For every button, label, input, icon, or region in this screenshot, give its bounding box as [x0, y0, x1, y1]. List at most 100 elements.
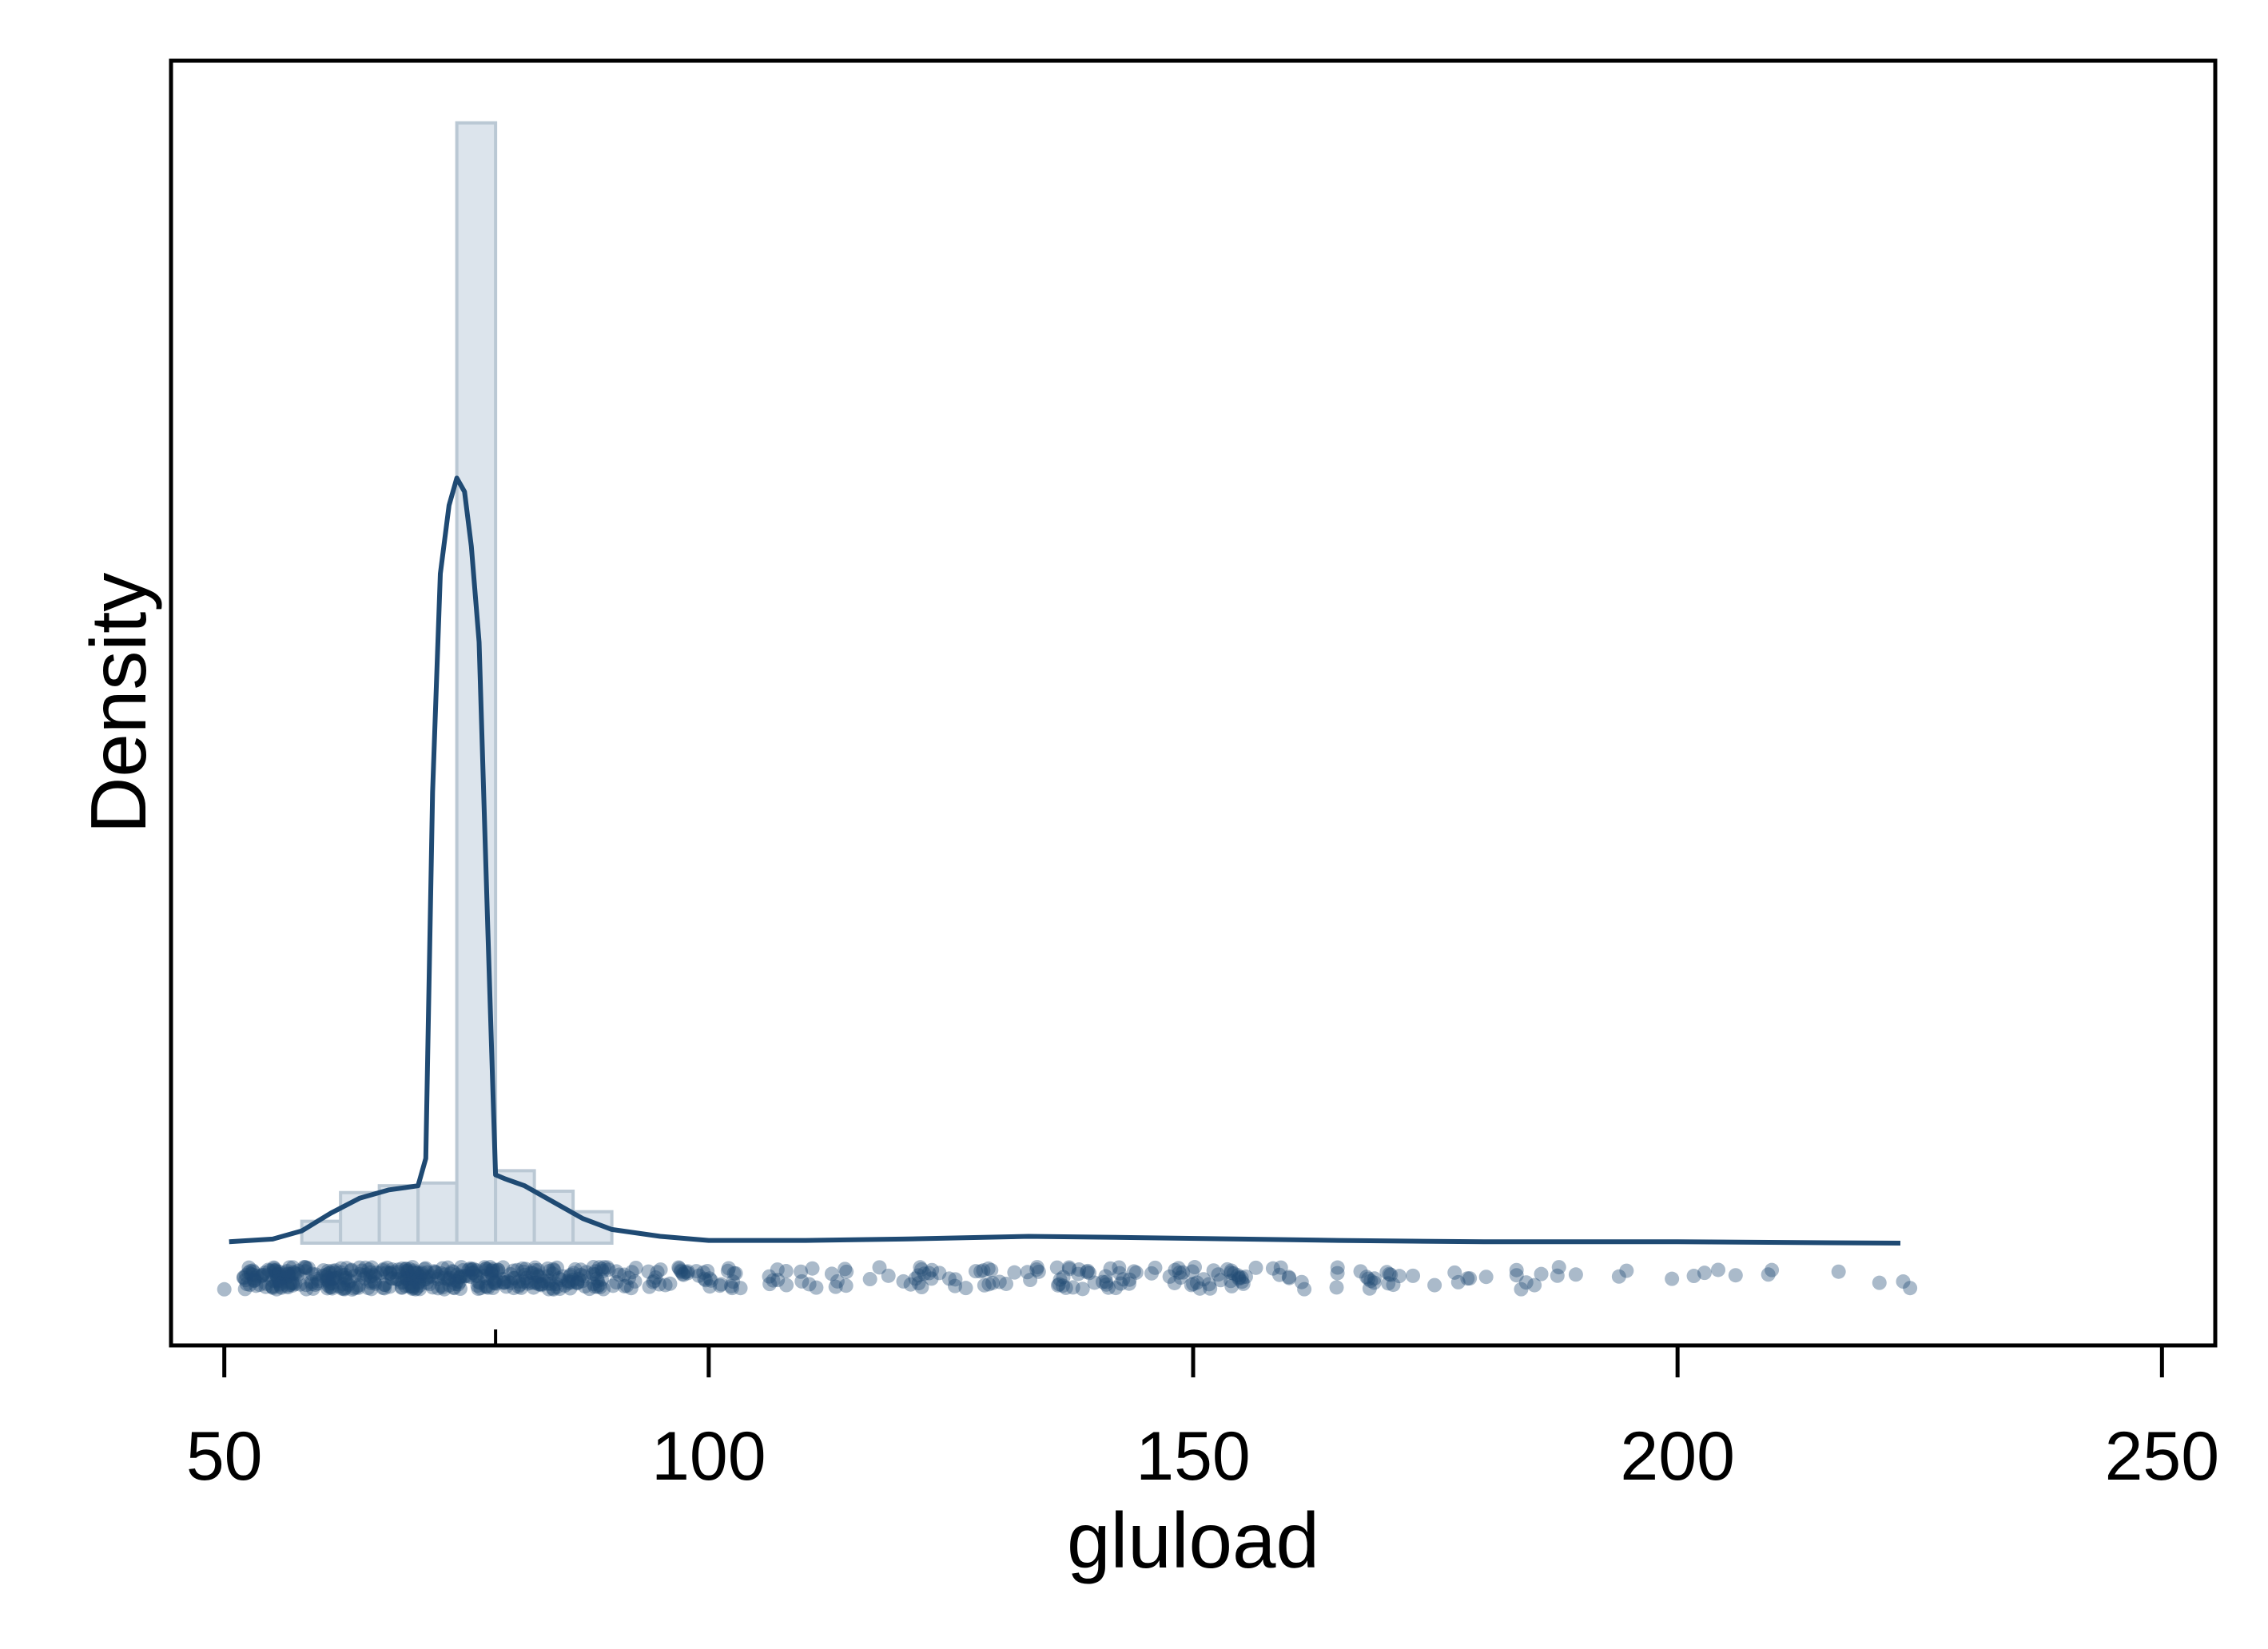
- rug-point-325: [531, 1277, 547, 1292]
- rug-point-229: [511, 1279, 526, 1294]
- rug-point-455: [1206, 1263, 1221, 1278]
- rug-point-235: [461, 1262, 476, 1277]
- rug-point-19: [292, 1277, 308, 1292]
- rug-point-552: [702, 1279, 718, 1294]
- rug-point-274: [356, 1271, 372, 1286]
- rug-point-186: [277, 1267, 292, 1282]
- rug-point-479: [1176, 1265, 1191, 1280]
- rug-point-212: [347, 1268, 362, 1283]
- rug-point-579: [1103, 1261, 1118, 1276]
- rug-point-343: [545, 1266, 560, 1281]
- rug-point-139: [359, 1267, 374, 1282]
- rug-point-618: [1509, 1262, 1524, 1277]
- rug-point-34: [333, 1265, 348, 1280]
- rug-point-250: [379, 1265, 394, 1280]
- rug-point-193: [523, 1266, 539, 1281]
- rug-point-73: [335, 1268, 350, 1283]
- rug-point-466: [932, 1266, 947, 1281]
- rug-point-54: [479, 1279, 495, 1294]
- rug-point-299: [534, 1277, 549, 1293]
- rug-point-75: [267, 1261, 282, 1276]
- rug-point-105: [322, 1276, 337, 1291]
- rug-point-279: [571, 1271, 587, 1286]
- rug-point-66: [466, 1262, 481, 1277]
- rug-point-271: [489, 1263, 504, 1278]
- rug-point-63: [321, 1266, 336, 1281]
- rug-point-542: [1050, 1277, 1065, 1293]
- rug-point-604: [1551, 1260, 1566, 1275]
- rug-point-430: [1238, 1269, 1253, 1284]
- rug-point-290: [596, 1260, 611, 1275]
- rug-point-533: [680, 1266, 695, 1281]
- rug-point-556: [1231, 1271, 1247, 1286]
- rug-point-523: [1172, 1265, 1187, 1280]
- rug-point-226: [469, 1269, 484, 1284]
- rug-point-508: [1095, 1274, 1110, 1289]
- rug-point-135: [527, 1275, 542, 1290]
- rug-point-398: [394, 1261, 409, 1276]
- rug-point-155: [435, 1261, 450, 1276]
- x-tick-label-250: 250: [2105, 1418, 2220, 1495]
- rug-point-2: [400, 1271, 415, 1286]
- rug-point-32: [398, 1278, 413, 1293]
- rug-point-349: [400, 1263, 415, 1278]
- rug-point-184: [266, 1263, 281, 1278]
- rug-point-27: [402, 1262, 417, 1277]
- rug-point-209: [518, 1262, 533, 1277]
- rug-point-154: [536, 1274, 551, 1289]
- rug-point-573: [1126, 1264, 1141, 1279]
- rug-point-153: [364, 1281, 379, 1297]
- rug-point-194: [463, 1270, 478, 1285]
- rug-point-383: [308, 1267, 324, 1282]
- rug-point-411: [533, 1277, 548, 1292]
- rug-point-191: [368, 1276, 383, 1291]
- rug-point-514: [973, 1264, 989, 1279]
- rug-point-170: [548, 1277, 563, 1292]
- rug-point-431: [1213, 1273, 1228, 1288]
- rug-point-420: [650, 1265, 665, 1280]
- rug-point-293: [333, 1261, 348, 1276]
- rug-point-161: [417, 1262, 432, 1277]
- rug-point-166: [396, 1274, 411, 1289]
- rug-point-456: [794, 1264, 809, 1279]
- rug-point-603: [1550, 1268, 1565, 1283]
- rug-point-482: [985, 1275, 1001, 1290]
- rug-point-56: [298, 1261, 313, 1276]
- rug-point-395: [491, 1262, 506, 1277]
- rug-point-334: [554, 1272, 569, 1287]
- rug-point-433: [623, 1281, 639, 1296]
- rug-point-69: [239, 1277, 254, 1292]
- rug-point-442: [662, 1276, 678, 1291]
- rug-point-640: [1686, 1269, 1701, 1284]
- rug-point-36: [336, 1277, 351, 1292]
- rug-point-619: [1359, 1270, 1375, 1285]
- rug-point-335: [344, 1263, 359, 1278]
- rug-point-583: [921, 1266, 937, 1281]
- rug-point-581: [1188, 1260, 1203, 1275]
- rug-point-612: [1381, 1276, 1396, 1291]
- rug-point-429: [766, 1273, 781, 1288]
- rug-point-160: [452, 1274, 468, 1289]
- rug-point-258: [443, 1266, 458, 1281]
- rug-point-8: [483, 1263, 499, 1278]
- rug-point-538: [958, 1281, 973, 1296]
- rug-point-11: [582, 1281, 597, 1297]
- rug-point-142: [540, 1276, 555, 1291]
- rug-point-625: [1363, 1274, 1379, 1289]
- rug-point-14: [391, 1272, 406, 1287]
- rug-point-545: [1162, 1269, 1177, 1284]
- rug-point-248: [484, 1266, 499, 1281]
- x-tick-label-50: 50: [186, 1418, 263, 1495]
- rug-point-525: [1100, 1280, 1116, 1295]
- rug-point-462: [1231, 1270, 1247, 1285]
- rug-point-148: [402, 1279, 417, 1294]
- rug-point-59: [547, 1263, 562, 1278]
- rug-point-211: [579, 1265, 594, 1280]
- rug-point-498: [1020, 1265, 1035, 1280]
- rug-point-453: [672, 1261, 687, 1276]
- rug-point-244: [422, 1277, 437, 1292]
- rug-point-596: [1383, 1267, 1399, 1282]
- rug-point-173: [463, 1261, 478, 1276]
- rug-point-178: [241, 1265, 257, 1280]
